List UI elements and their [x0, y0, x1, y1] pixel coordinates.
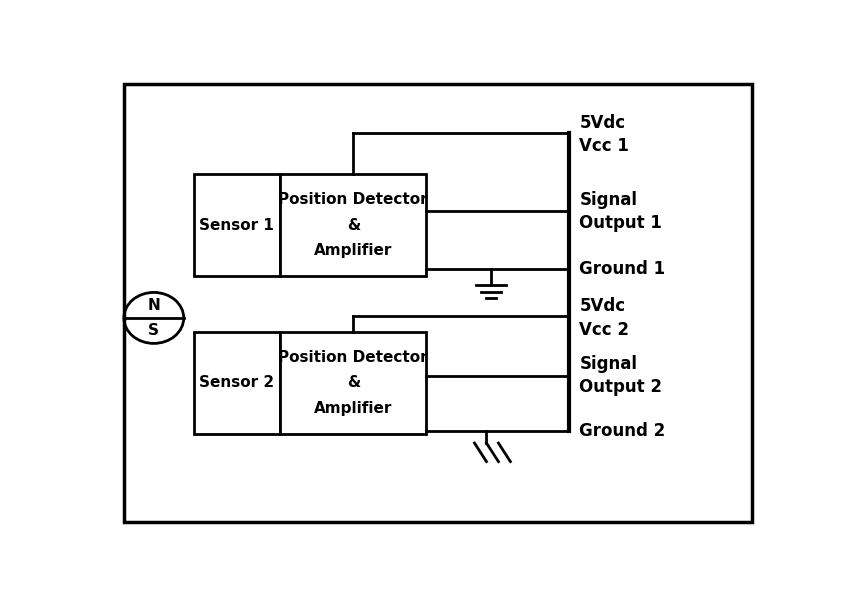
Text: Vcc 1: Vcc 1: [579, 137, 629, 155]
Bar: [194, 174, 281, 276]
Bar: [281, 332, 426, 434]
Bar: [281, 174, 426, 276]
Text: &: &: [347, 218, 360, 233]
Text: Sensor 1: Sensor 1: [199, 218, 275, 233]
Text: Sensor 2: Sensor 2: [199, 375, 275, 390]
Text: Signal: Signal: [579, 355, 637, 373]
Text: 5Vdc: 5Vdc: [579, 297, 625, 315]
Text: Signal: Signal: [579, 191, 637, 209]
Text: Vcc 2: Vcc 2: [579, 320, 630, 338]
Text: 5Vdc: 5Vdc: [579, 114, 625, 132]
Text: Ground 2: Ground 2: [579, 423, 666, 441]
Text: Amplifier: Amplifier: [314, 243, 392, 258]
Text: Output 1: Output 1: [579, 214, 662, 232]
Text: Position Detector: Position Detector: [279, 192, 428, 207]
Text: S: S: [148, 323, 160, 338]
Text: N: N: [148, 297, 160, 312]
Text: Output 2: Output 2: [579, 379, 662, 397]
Text: Ground 1: Ground 1: [579, 260, 666, 278]
Text: Amplifier: Amplifier: [314, 401, 392, 416]
Text: &: &: [347, 375, 360, 390]
Bar: [194, 332, 281, 434]
Text: Position Detector: Position Detector: [279, 350, 428, 365]
